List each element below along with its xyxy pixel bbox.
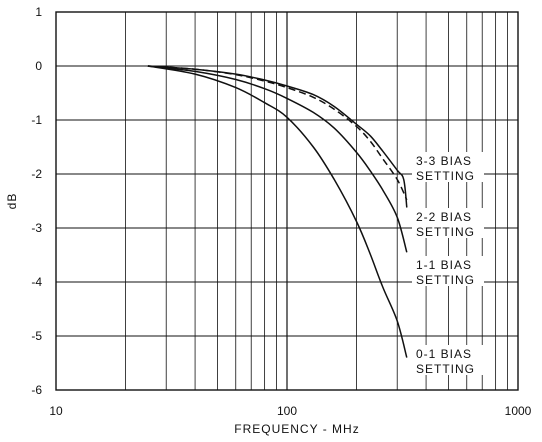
x-tick-label: 10 <box>49 404 63 418</box>
label-background <box>412 152 484 182</box>
y-tick-label: -6 <box>31 383 42 397</box>
series-label-line: 2-2 BIAS <box>416 210 472 224</box>
y-tick-labels: 1 0 -1 -2 -3 -4 -5 -6 <box>31 5 42 397</box>
x-tick-label: 1000 <box>505 404 532 418</box>
x-axis-title: FREQUENCY - MHz <box>234 422 359 436</box>
series-label-line: 0-1 BIAS <box>416 347 472 361</box>
y-tick-label: 0 <box>35 59 42 73</box>
y-axis-title: dB <box>5 193 19 210</box>
series-label-line: 3-3 BIAS <box>416 154 472 168</box>
series-line-3 <box>147 65 408 253</box>
series-line-1 <box>147 65 408 208</box>
series-line-4 <box>147 65 408 358</box>
series-label-line: 1-1 BIAS <box>416 258 472 272</box>
series-label-line: SETTING <box>416 225 475 239</box>
plot-frame <box>55 11 519 391</box>
x-tick-labels: 10 100 1000 <box>49 404 531 418</box>
y-tick-label: -5 <box>31 329 42 343</box>
y-tick-label: -1 <box>31 113 42 127</box>
label-background <box>412 345 484 375</box>
x-tick-label: 100 <box>277 404 297 418</box>
y-tick-label: 1 <box>35 5 42 19</box>
series-label-line: SETTING <box>416 169 475 183</box>
series-line-2 <box>147 65 408 201</box>
series-label-line: SETTING <box>416 273 475 287</box>
grid <box>56 12 518 390</box>
label-background <box>412 256 484 286</box>
y-tick-label: -2 <box>31 167 42 181</box>
y-tick-label: -4 <box>31 275 42 289</box>
curves <box>147 65 408 358</box>
label-background <box>412 208 484 238</box>
y-tick-label: -3 <box>31 221 42 235</box>
series-label-line: SETTING <box>416 362 475 376</box>
